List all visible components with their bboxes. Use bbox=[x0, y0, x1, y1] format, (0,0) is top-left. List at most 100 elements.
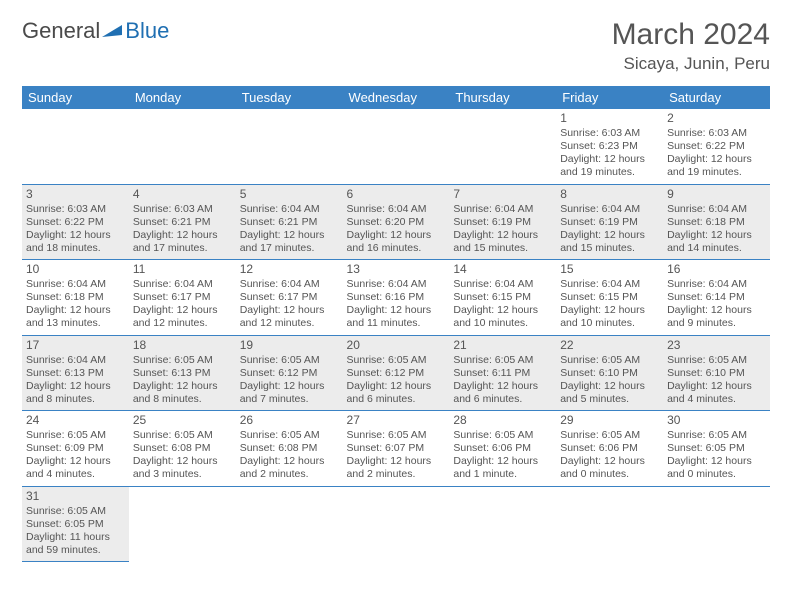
sunrise-line: Sunrise: 6:05 AM bbox=[347, 429, 446, 442]
sunrise-line: Sunrise: 6:04 AM bbox=[26, 278, 125, 291]
day-number: 9 bbox=[667, 187, 766, 202]
daylight-line: Daylight: 12 hours and 2 minutes. bbox=[347, 455, 446, 481]
calendar-cell: 12Sunrise: 6:04 AMSunset: 6:17 PMDayligh… bbox=[236, 260, 343, 336]
sunrise-line: Sunrise: 6:05 AM bbox=[240, 354, 339, 367]
logo-text-general: General bbox=[22, 18, 100, 44]
sunset-line: Sunset: 6:17 PM bbox=[133, 291, 232, 304]
calendar-cell: 22Sunrise: 6:05 AMSunset: 6:10 PMDayligh… bbox=[556, 335, 663, 411]
calendar-week: 10Sunrise: 6:04 AMSunset: 6:18 PMDayligh… bbox=[22, 260, 770, 336]
calendar-cell bbox=[22, 109, 129, 184]
location: Sicaya, Junin, Peru bbox=[612, 54, 770, 74]
day-header: Friday bbox=[556, 86, 663, 109]
daylight-line: Daylight: 12 hours and 19 minutes. bbox=[560, 153, 659, 179]
sunrise-line: Sunrise: 6:03 AM bbox=[133, 203, 232, 216]
sunrise-line: Sunrise: 6:05 AM bbox=[453, 429, 552, 442]
day-number: 7 bbox=[453, 187, 552, 202]
sunset-line: Sunset: 6:05 PM bbox=[26, 518, 125, 531]
sunset-line: Sunset: 6:21 PM bbox=[240, 216, 339, 229]
day-number: 21 bbox=[453, 338, 552, 353]
sunrise-line: Sunrise: 6:03 AM bbox=[667, 127, 766, 140]
calendar-cell: 18Sunrise: 6:05 AMSunset: 6:13 PMDayligh… bbox=[129, 335, 236, 411]
sunset-line: Sunset: 6:06 PM bbox=[453, 442, 552, 455]
daylight-line: Daylight: 12 hours and 1 minute. bbox=[453, 455, 552, 481]
daylight-line: Daylight: 12 hours and 13 minutes. bbox=[26, 304, 125, 330]
calendar-cell: 26Sunrise: 6:05 AMSunset: 6:08 PMDayligh… bbox=[236, 411, 343, 487]
day-number: 17 bbox=[26, 338, 125, 353]
day-header: Wednesday bbox=[343, 86, 450, 109]
calendar-cell: 3Sunrise: 6:03 AMSunset: 6:22 PMDaylight… bbox=[22, 184, 129, 260]
daylight-line: Daylight: 12 hours and 15 minutes. bbox=[560, 229, 659, 255]
calendar-cell: 29Sunrise: 6:05 AMSunset: 6:06 PMDayligh… bbox=[556, 411, 663, 487]
logo: General Blue bbox=[22, 18, 169, 44]
sunset-line: Sunset: 6:09 PM bbox=[26, 442, 125, 455]
daylight-line: Daylight: 12 hours and 4 minutes. bbox=[26, 455, 125, 481]
day-header: Thursday bbox=[449, 86, 556, 109]
daylight-line: Daylight: 12 hours and 16 minutes. bbox=[347, 229, 446, 255]
daylight-line: Daylight: 12 hours and 17 minutes. bbox=[240, 229, 339, 255]
sunset-line: Sunset: 6:11 PM bbox=[453, 367, 552, 380]
sunset-line: Sunset: 6:13 PM bbox=[26, 367, 125, 380]
sunrise-line: Sunrise: 6:04 AM bbox=[453, 203, 552, 216]
calendar-cell: 23Sunrise: 6:05 AMSunset: 6:10 PMDayligh… bbox=[663, 335, 770, 411]
calendar-cell bbox=[129, 486, 236, 562]
sunrise-line: Sunrise: 6:05 AM bbox=[347, 354, 446, 367]
calendar-cell: 9Sunrise: 6:04 AMSunset: 6:18 PMDaylight… bbox=[663, 184, 770, 260]
sunset-line: Sunset: 6:19 PM bbox=[453, 216, 552, 229]
sunset-line: Sunset: 6:18 PM bbox=[667, 216, 766, 229]
calendar-body: 1Sunrise: 6:03 AMSunset: 6:23 PMDaylight… bbox=[22, 109, 770, 562]
calendar-table: SundayMondayTuesdayWednesdayThursdayFrid… bbox=[22, 86, 770, 562]
daylight-line: Daylight: 12 hours and 2 minutes. bbox=[240, 455, 339, 481]
sunset-line: Sunset: 6:12 PM bbox=[347, 367, 446, 380]
sunrise-line: Sunrise: 6:04 AM bbox=[667, 203, 766, 216]
daylight-line: Daylight: 12 hours and 3 minutes. bbox=[133, 455, 232, 481]
calendar-cell: 10Sunrise: 6:04 AMSunset: 6:18 PMDayligh… bbox=[22, 260, 129, 336]
daylight-line: Daylight: 12 hours and 5 minutes. bbox=[560, 380, 659, 406]
sunset-line: Sunset: 6:22 PM bbox=[26, 216, 125, 229]
sunrise-line: Sunrise: 6:05 AM bbox=[667, 354, 766, 367]
day-number: 11 bbox=[133, 262, 232, 277]
sunset-line: Sunset: 6:20 PM bbox=[347, 216, 446, 229]
day-header-row: SundayMondayTuesdayWednesdayThursdayFrid… bbox=[22, 86, 770, 109]
day-number: 31 bbox=[26, 489, 125, 504]
day-number: 25 bbox=[133, 413, 232, 428]
calendar-cell: 14Sunrise: 6:04 AMSunset: 6:15 PMDayligh… bbox=[449, 260, 556, 336]
calendar-cell: 17Sunrise: 6:04 AMSunset: 6:13 PMDayligh… bbox=[22, 335, 129, 411]
sunset-line: Sunset: 6:15 PM bbox=[560, 291, 659, 304]
sunrise-line: Sunrise: 6:03 AM bbox=[560, 127, 659, 140]
calendar-cell: 16Sunrise: 6:04 AMSunset: 6:14 PMDayligh… bbox=[663, 260, 770, 336]
sunrise-line: Sunrise: 6:05 AM bbox=[133, 429, 232, 442]
sunset-line: Sunset: 6:13 PM bbox=[133, 367, 232, 380]
calendar-cell: 13Sunrise: 6:04 AMSunset: 6:16 PMDayligh… bbox=[343, 260, 450, 336]
sunrise-line: Sunrise: 6:05 AM bbox=[240, 429, 339, 442]
sunset-line: Sunset: 6:15 PM bbox=[453, 291, 552, 304]
calendar-cell: 24Sunrise: 6:05 AMSunset: 6:09 PMDayligh… bbox=[22, 411, 129, 487]
calendar-cell: 15Sunrise: 6:04 AMSunset: 6:15 PMDayligh… bbox=[556, 260, 663, 336]
day-number: 12 bbox=[240, 262, 339, 277]
calendar-cell: 6Sunrise: 6:04 AMSunset: 6:20 PMDaylight… bbox=[343, 184, 450, 260]
calendar-cell: 27Sunrise: 6:05 AMSunset: 6:07 PMDayligh… bbox=[343, 411, 450, 487]
calendar-cell: 11Sunrise: 6:04 AMSunset: 6:17 PMDayligh… bbox=[129, 260, 236, 336]
sunset-line: Sunset: 6:12 PM bbox=[240, 367, 339, 380]
month-title: March 2024 bbox=[612, 18, 770, 52]
daylight-line: Daylight: 12 hours and 0 minutes. bbox=[560, 455, 659, 481]
sunrise-line: Sunrise: 6:05 AM bbox=[133, 354, 232, 367]
day-number: 26 bbox=[240, 413, 339, 428]
daylight-line: Daylight: 12 hours and 14 minutes. bbox=[667, 229, 766, 255]
calendar-cell bbox=[343, 109, 450, 184]
daylight-line: Daylight: 12 hours and 18 minutes. bbox=[26, 229, 125, 255]
calendar-cell bbox=[449, 109, 556, 184]
sunrise-line: Sunrise: 6:04 AM bbox=[347, 203, 446, 216]
calendar-cell: 19Sunrise: 6:05 AMSunset: 6:12 PMDayligh… bbox=[236, 335, 343, 411]
daylight-line: Daylight: 12 hours and 7 minutes. bbox=[240, 380, 339, 406]
sunset-line: Sunset: 6:07 PM bbox=[347, 442, 446, 455]
daylight-line: Daylight: 12 hours and 8 minutes. bbox=[133, 380, 232, 406]
calendar-cell: 31Sunrise: 6:05 AMSunset: 6:05 PMDayligh… bbox=[22, 486, 129, 562]
calendar-cell: 21Sunrise: 6:05 AMSunset: 6:11 PMDayligh… bbox=[449, 335, 556, 411]
sunrise-line: Sunrise: 6:04 AM bbox=[240, 203, 339, 216]
sunset-line: Sunset: 6:19 PM bbox=[560, 216, 659, 229]
calendar-week: 24Sunrise: 6:05 AMSunset: 6:09 PMDayligh… bbox=[22, 411, 770, 487]
day-number: 19 bbox=[240, 338, 339, 353]
day-number: 15 bbox=[560, 262, 659, 277]
title-block: March 2024 Sicaya, Junin, Peru bbox=[612, 18, 770, 74]
sunrise-line: Sunrise: 6:04 AM bbox=[347, 278, 446, 291]
